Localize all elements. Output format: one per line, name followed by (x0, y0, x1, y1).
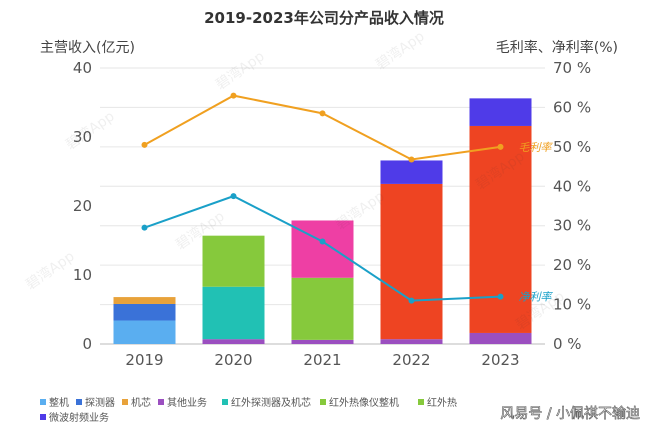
y2-tick-label: 40 % (553, 177, 591, 195)
watermark-text: 碧湾App (373, 28, 428, 74)
bar-segment (113, 320, 176, 344)
legend-label: 红外热像仪整机 (329, 396, 399, 409)
y2-tick-label: 10 % (553, 296, 591, 314)
bar-segment (380, 160, 443, 184)
legend-label: 红外探测器及机芯 (231, 396, 311, 409)
y-tick-label: 20 (73, 197, 92, 215)
legend-swatch (40, 399, 46, 405)
rate-point (230, 92, 237, 99)
rate-point (319, 110, 326, 117)
x-tick-label: 2020 (214, 351, 252, 369)
rate-point (408, 297, 415, 304)
bar-segment (202, 339, 265, 344)
chart-title: 2019-2023年公司分产品收入情况 (204, 9, 444, 27)
bar-segment (202, 235, 265, 287)
y-tick-label: 10 (73, 266, 92, 284)
legend-swatch (76, 399, 82, 405)
series-end-label: 净利率 (519, 291, 554, 304)
watermark-text: 碧湾App (23, 248, 78, 294)
x-tick-label: 2021 (303, 351, 341, 369)
legend-swatch (418, 399, 424, 405)
y2-tick-label: 70 % (553, 59, 591, 77)
legend-label: 其他业务 (167, 396, 207, 409)
legend-swatch (320, 399, 326, 405)
bar-segment (291, 339, 354, 344)
y-tick-label: 40 (73, 59, 92, 77)
y-tick-label: 0 (82, 335, 92, 353)
legend-label: 红外热 (427, 396, 457, 409)
watermark-text: 碧湾App (213, 48, 268, 94)
x-tick-label: 2023 (481, 351, 519, 369)
y2-tick-label: 60 % (553, 98, 591, 116)
y2-tick-label: 50 % (553, 138, 591, 156)
rate-point (141, 141, 148, 148)
bar-segment (469, 98, 532, 126)
watermark-text: 碧湾App (333, 188, 388, 234)
bar-segment (202, 286, 265, 340)
y-axis-title: 主营收入(亿元) (40, 40, 135, 56)
y-axis-ticks: 0 10 20 30 40 (73, 59, 92, 353)
y2-tick-label: 20 % (553, 256, 591, 274)
y2-tick-label: 0 % (553, 335, 582, 353)
y2-axis-ticks: 0 % 10 % 20 % 30 % 40 % 50 % 60 % 70 % (553, 59, 591, 353)
rate-line (144, 94, 501, 161)
bar-segment (469, 332, 532, 344)
rate-point (497, 143, 504, 150)
legend-swatch (40, 414, 46, 420)
legend-label: 探测器 (85, 396, 115, 409)
legend-swatch (222, 399, 228, 405)
x-tick-label: 2022 (392, 351, 430, 369)
legend-swatch (122, 399, 128, 405)
series-end-label: 毛利率 (519, 141, 554, 154)
bar-segment (380, 339, 443, 344)
bar-segment (113, 297, 176, 304)
y-tick-label: 30 (73, 128, 92, 146)
legend-label: 微波射频业务 (49, 411, 109, 424)
legend-swatch (158, 399, 164, 405)
bar-segment (380, 183, 443, 340)
bar-segment (291, 277, 354, 340)
legend-label: 整机 (49, 396, 69, 409)
y2-tick-label: 30 % (553, 217, 591, 235)
x-axis-labels: 2019 2020 2021 2022 2023 (125, 351, 519, 369)
rate-point (497, 293, 504, 300)
rate-point (141, 224, 148, 231)
rate-point (230, 193, 237, 200)
y2-axis-title: 毛利率、净利率(%) (496, 39, 618, 56)
legend-label: 机芯 (131, 396, 151, 409)
bars (113, 98, 532, 344)
bar-segment (113, 303, 176, 321)
rate-point (319, 238, 326, 245)
watermark-credit: 风易号 / 小佩祺不输迪 (500, 406, 640, 422)
rate-point (408, 156, 415, 163)
x-tick-label: 2019 (125, 351, 163, 369)
